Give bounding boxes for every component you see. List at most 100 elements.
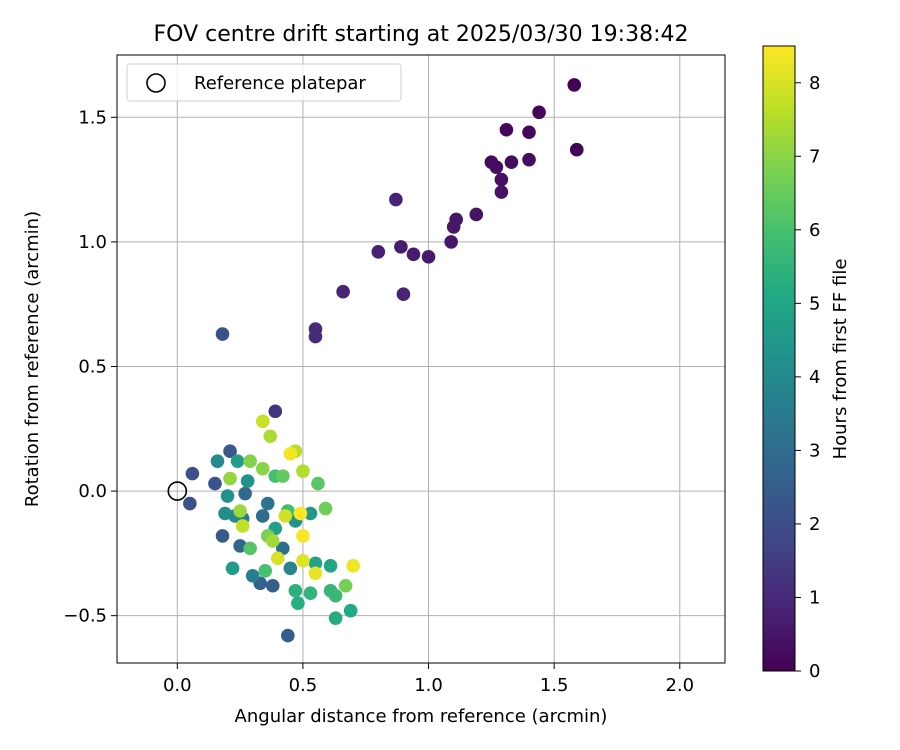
x-axis-ticks: 0.0 0.5 1.0 1.5 2.0 (163, 663, 694, 696)
data-point (183, 496, 197, 511)
y-tick-label: 0.5 (78, 356, 107, 377)
data-point (338, 578, 353, 593)
data-point (494, 172, 509, 187)
y-axis-ticks: −0.5 0.0 0.5 1.0 1.5 (63, 107, 117, 627)
colorbar-tick-label: 7 (809, 146, 820, 167)
x-axis-label: Angular distance from reference (arcmin) (235, 706, 608, 727)
data-point (389, 192, 403, 207)
data-point (303, 586, 318, 601)
colorbar-tick-label: 2 (809, 514, 820, 535)
data-point (245, 568, 260, 583)
data-point (311, 476, 325, 491)
data-point (225, 561, 240, 576)
colorbar-ticks: 0 1 2 3 4 5 6 7 8 (795, 73, 820, 682)
data-point (396, 287, 411, 302)
reference-marker (167, 481, 188, 501)
data-point (328, 588, 343, 603)
data-point (283, 561, 298, 576)
data-point (233, 504, 247, 518)
data-point (406, 247, 421, 262)
x-tick-label: 1.5 (540, 675, 569, 696)
data-point (499, 122, 514, 137)
data-point (489, 160, 504, 174)
y-axis-label: Rotation from reference (arcmin) (22, 211, 43, 507)
data-point (223, 444, 237, 458)
data-point (220, 489, 235, 503)
data-point (296, 464, 310, 478)
y-tick-label: 1.5 (78, 107, 107, 128)
data-point (421, 250, 436, 264)
colorbar: 0 1 2 3 4 5 6 7 8 Hours from first FF file (762, 45, 851, 682)
x-tick-label: 2.0 (665, 675, 694, 696)
data-point (243, 454, 257, 468)
data-point (260, 496, 275, 511)
data-point (283, 446, 298, 461)
colorbar-label: Hours from first FF file (830, 259, 851, 460)
plot-area (167, 78, 584, 643)
colorbar-tick-label: 6 (809, 220, 820, 241)
data-point (446, 220, 461, 234)
data-point (218, 506, 232, 521)
data-point (293, 506, 308, 521)
data-point (469, 207, 484, 222)
data-point (296, 529, 310, 543)
data-point (308, 329, 323, 344)
colorbar-tick-label: 8 (809, 73, 820, 94)
data-point (210, 454, 225, 468)
data-point (235, 519, 250, 533)
data-point (230, 454, 245, 468)
data-point (243, 541, 257, 556)
x-tick-label: 0.5 (289, 675, 318, 696)
colorbar-tick-label: 1 (809, 587, 820, 608)
data-point (215, 529, 230, 543)
data-points (183, 78, 584, 643)
data-point (265, 534, 280, 548)
data-point (270, 551, 285, 566)
data-point (308, 556, 323, 571)
data-point (215, 327, 230, 341)
data-point (504, 155, 519, 169)
plot-frame (116, 54, 726, 664)
legend-box (126, 63, 402, 102)
grid-lines (117, 55, 725, 663)
data-point (265, 578, 280, 593)
legend-marker-circle-icon (146, 73, 166, 93)
data-point (569, 142, 584, 157)
data-point (371, 245, 386, 259)
data-point (208, 476, 222, 491)
colorbar-tick-label: 5 (809, 293, 820, 314)
legend: Reference platepar (126, 63, 402, 102)
data-point (303, 506, 318, 521)
x-tick-label: 0.0 (163, 675, 192, 696)
data-point (567, 78, 582, 92)
data-point (336, 284, 350, 299)
data-point (444, 235, 458, 249)
data-point (238, 486, 252, 501)
data-point (318, 501, 333, 516)
data-point (281, 628, 295, 643)
data-point (522, 152, 536, 167)
y-tick-label: −0.5 (63, 606, 107, 627)
data-point (240, 474, 255, 488)
data-point (255, 414, 270, 429)
data-point (323, 559, 338, 573)
colorbar-gradient (762, 45, 796, 672)
data-point (288, 583, 303, 598)
x-tick-label: 1.0 (414, 675, 443, 696)
y-tick-label: 0.0 (78, 481, 107, 502)
data-point (276, 469, 290, 483)
data-point (263, 429, 278, 444)
data-point (532, 105, 546, 120)
legend-label-reference: Reference platepar (194, 73, 366, 94)
data-point (291, 596, 305, 610)
data-point (255, 509, 270, 523)
colorbar-tick-label: 3 (809, 440, 820, 461)
data-point (223, 471, 237, 486)
data-point (185, 466, 200, 481)
data-point (278, 509, 293, 523)
colorbar-tick-label: 4 (809, 367, 820, 388)
data-point (343, 603, 358, 618)
data-point (328, 611, 343, 625)
colorbar-tick-label: 0 (809, 661, 820, 682)
